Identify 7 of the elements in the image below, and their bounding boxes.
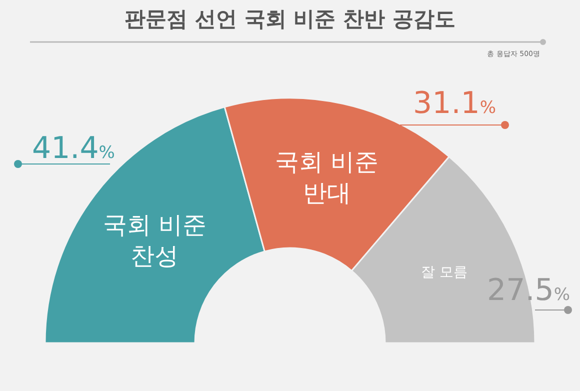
- data-label: 31.1%: [413, 86, 496, 121]
- slice-label: 국회 비준 반대: [275, 148, 379, 208]
- chart-title: 판문점 선언 국회 비준 찬반 공감도: [124, 7, 456, 31]
- data-label: 41.4%: [32, 131, 115, 166]
- data-label: 27.5%: [487, 273, 570, 308]
- slice-label: 잘 모름: [421, 264, 468, 281]
- slice-label: 국회 비준 찬성: [102, 210, 207, 270]
